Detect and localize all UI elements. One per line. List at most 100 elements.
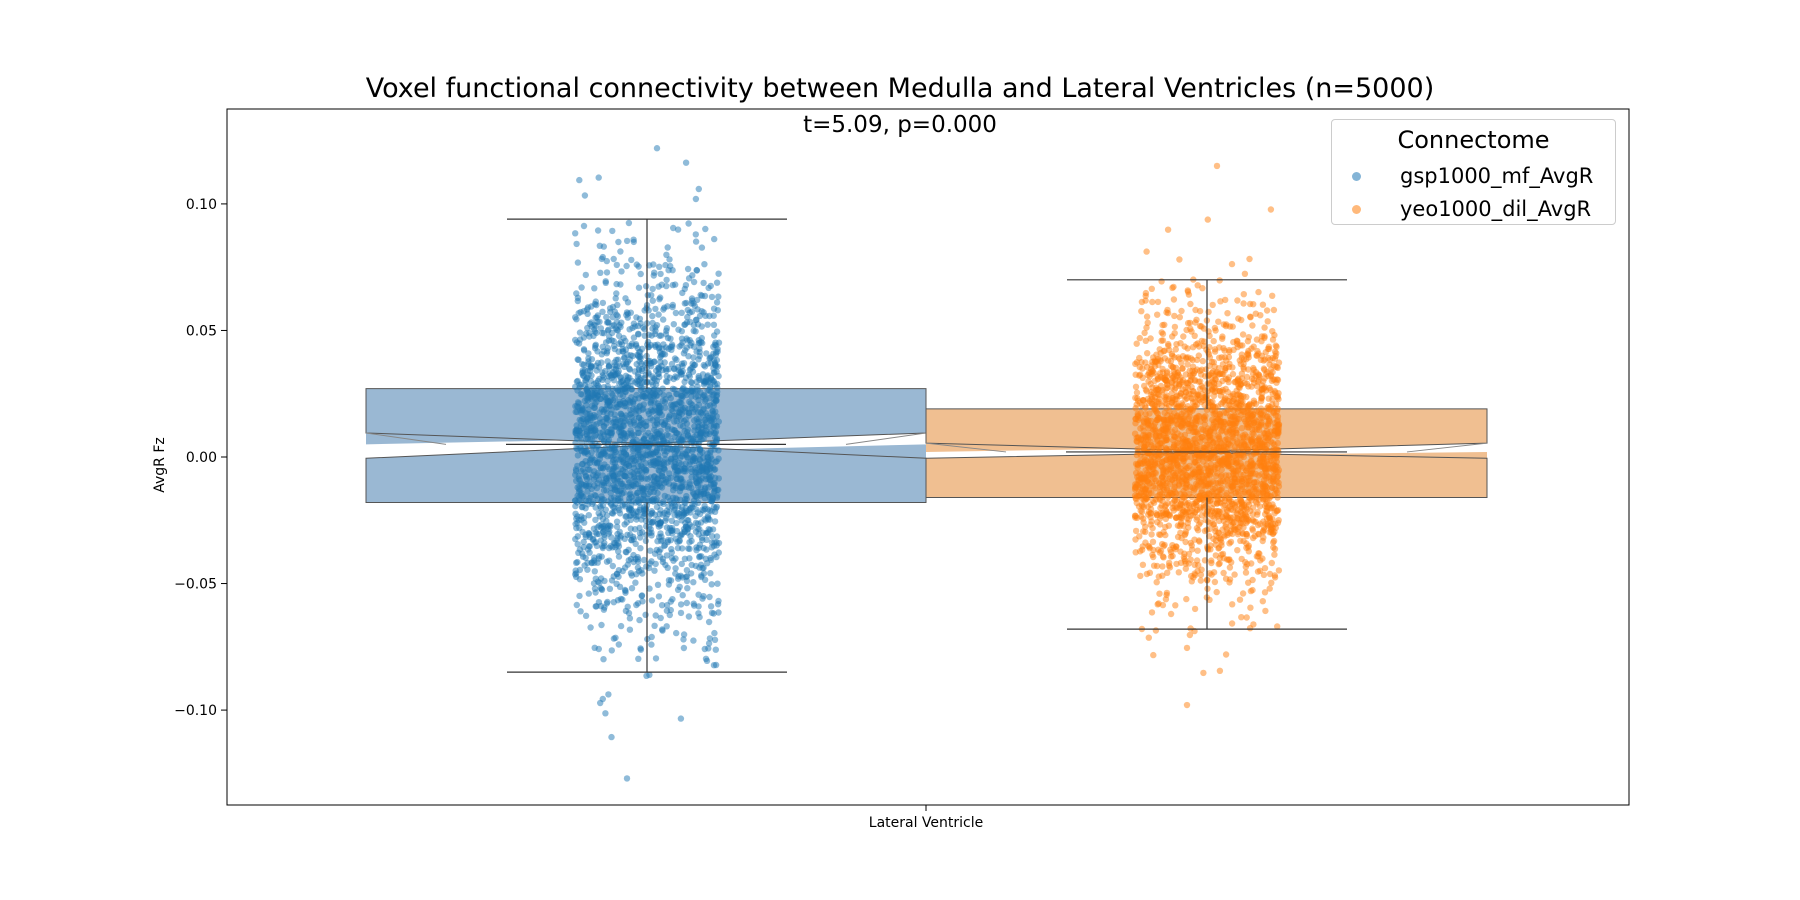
data-point xyxy=(1189,407,1196,414)
data-point xyxy=(1241,270,1249,277)
data-point xyxy=(621,501,629,508)
data-point xyxy=(1235,315,1242,322)
data-point xyxy=(1182,565,1190,572)
data-point xyxy=(1259,483,1267,490)
data-point xyxy=(692,238,700,245)
data-point xyxy=(1168,362,1175,370)
data-point xyxy=(573,601,580,609)
data-point xyxy=(705,476,712,483)
data-point xyxy=(648,378,655,386)
data-point xyxy=(662,404,669,411)
data-point xyxy=(696,541,704,548)
data-point xyxy=(662,561,669,569)
data-point xyxy=(582,612,590,619)
data-point xyxy=(1144,319,1151,326)
data-point xyxy=(1217,486,1225,493)
data-point xyxy=(1211,348,1219,355)
data-point xyxy=(672,570,679,577)
data-point xyxy=(679,385,686,393)
data-point xyxy=(613,523,621,530)
data-point xyxy=(1248,452,1255,460)
data-point xyxy=(596,513,604,520)
data-point xyxy=(613,356,620,364)
data-point xyxy=(647,489,654,496)
data-point xyxy=(1171,312,1178,320)
data-point xyxy=(713,279,721,286)
data-point xyxy=(701,422,709,430)
data-point xyxy=(1260,430,1268,437)
data-point xyxy=(1158,490,1166,497)
data-point xyxy=(1147,335,1154,342)
data-point xyxy=(1153,511,1161,518)
data-point xyxy=(1219,477,1227,485)
data-point xyxy=(573,477,580,484)
y-tick-label: 0.10 xyxy=(186,197,217,213)
data-point xyxy=(1163,392,1170,399)
data-point xyxy=(1215,561,1222,568)
data-point xyxy=(1255,350,1262,357)
data-point xyxy=(713,553,720,561)
data-point xyxy=(1240,441,1248,449)
data-point xyxy=(606,585,614,592)
data-point xyxy=(1214,480,1222,487)
data-point xyxy=(590,580,598,587)
data-point xyxy=(1149,463,1156,471)
data-point xyxy=(649,297,656,304)
data-point xyxy=(630,460,637,468)
data-point xyxy=(674,538,681,545)
data-point xyxy=(1201,338,1208,345)
data-point xyxy=(1147,438,1154,445)
data-point xyxy=(1132,481,1139,488)
data-point xyxy=(1210,500,1217,508)
data-point xyxy=(1259,537,1266,545)
data-point xyxy=(600,487,608,494)
data-point xyxy=(1269,336,1277,343)
data-point xyxy=(1135,434,1142,442)
data-point xyxy=(582,472,589,479)
data-point xyxy=(1246,625,1254,632)
data-point xyxy=(711,518,719,525)
data-point xyxy=(1248,497,1255,504)
data-point xyxy=(584,310,591,317)
data-point xyxy=(688,387,696,395)
data-point xyxy=(575,403,582,411)
data-point xyxy=(1145,399,1152,407)
data-point xyxy=(698,463,705,470)
data-point xyxy=(600,384,608,391)
data-point xyxy=(668,426,676,433)
data-point xyxy=(574,558,581,566)
data-point xyxy=(694,383,701,390)
data-point xyxy=(627,490,634,497)
data-point xyxy=(579,503,586,510)
data-point xyxy=(708,442,716,449)
data-point xyxy=(626,626,634,633)
data-point xyxy=(605,473,613,480)
data-point xyxy=(656,409,663,416)
data-point xyxy=(1150,546,1157,554)
data-point xyxy=(1197,506,1204,513)
data-point xyxy=(1211,509,1218,517)
data-point xyxy=(1271,387,1279,395)
data-point xyxy=(637,353,644,360)
data-point xyxy=(599,369,606,376)
data-point xyxy=(1155,600,1162,607)
data-point xyxy=(1172,384,1179,391)
data-point xyxy=(674,226,682,233)
data-point xyxy=(1142,467,1149,474)
data-point xyxy=(608,577,616,584)
data-point xyxy=(1266,585,1273,592)
data-point xyxy=(1211,578,1219,586)
data-point xyxy=(1147,380,1154,388)
data-point xyxy=(1157,504,1164,512)
data-point xyxy=(1156,370,1164,377)
data-point-max xyxy=(653,145,661,152)
data-point xyxy=(697,561,705,568)
data-point xyxy=(682,347,689,354)
data-point xyxy=(647,393,654,401)
data-point xyxy=(713,299,721,306)
data-point xyxy=(574,445,581,453)
data-point xyxy=(708,544,715,551)
data-point xyxy=(613,261,620,269)
data-point xyxy=(701,505,709,513)
data-point xyxy=(1136,354,1143,362)
